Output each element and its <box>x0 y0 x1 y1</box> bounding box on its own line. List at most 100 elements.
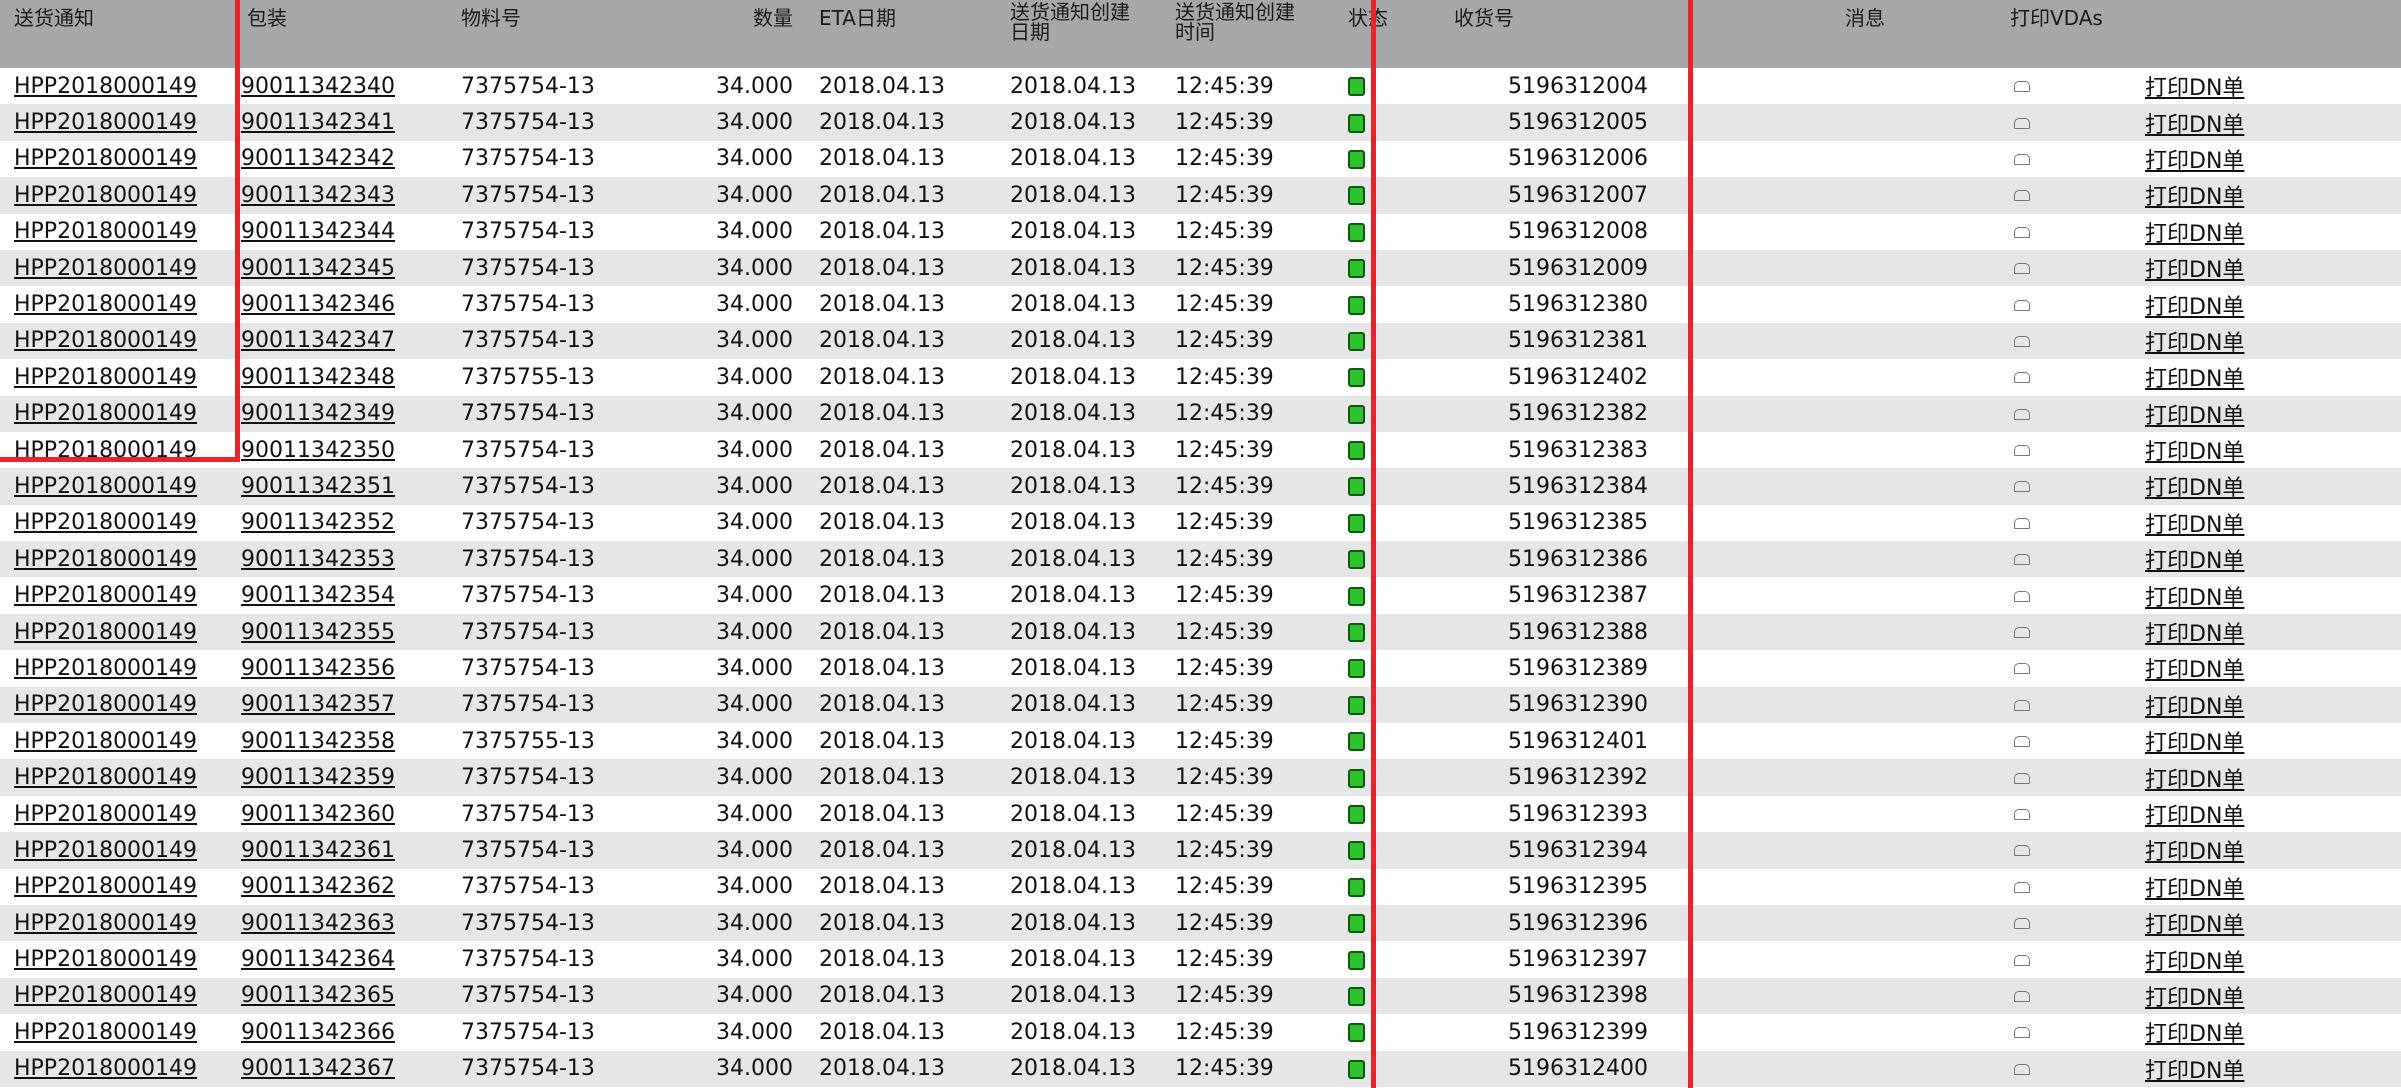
table-row[interactable]: HPP2018000149 90011342364 7375754-13 34.000… <box>0 941 2401 978</box>
col-header-status[interactable]: 状态 <box>1340 0 1440 68</box>
print-icon[interactable] <box>2014 445 2030 457</box>
table-row[interactable]: HPP2018000149 90011342359 7375754-13 34.000… <box>0 759 2401 796</box>
print-dn-link[interactable]: 打印DN单 <box>2145 767 2245 793</box>
table-row[interactable]: HPP2018000149 90011342356 7375754-13 34.000… <box>0 650 2401 687</box>
col-header-print-vdas[interactable]: 打印VDAs <box>2010 0 2401 68</box>
print-dn-link[interactable]: 打印DN单 <box>2145 694 2245 720</box>
delivery-notice-link[interactable]: HPP2018000149 <box>14 837 198 863</box>
table-row[interactable]: HPP2018000149 90011342353 7375754-13 34.000… <box>0 541 2401 578</box>
delivery-notice-link[interactable]: HPP2018000149 <box>14 546 198 572</box>
table-row[interactable]: HPP2018000149 90011342362 7375754-13 34.000… <box>0 868 2401 905</box>
print-icon[interactable] <box>2014 226 2030 238</box>
package-link[interactable]: 90011342342 <box>241 146 395 172</box>
col-header-quantity[interactable]: 数量 <box>681 0 811 68</box>
print-dn-link[interactable]: 打印DN单 <box>2145 294 2245 320</box>
print-icon[interactable] <box>2014 81 2030 93</box>
col-header-eta-date[interactable]: ETA日期 <box>811 0 1010 68</box>
col-header-created-time[interactable]: 送货通知创建 时间 <box>1175 0 1340 68</box>
table-row[interactable]: HPP2018000149 90011342357 7375754-13 34.000… <box>0 686 2401 724</box>
print-icon[interactable] <box>2014 881 2030 893</box>
print-dn-link[interactable]: 打印DN单 <box>2145 731 2245 757</box>
print-icon[interactable] <box>2014 736 2030 748</box>
package-link[interactable]: 90011342357 <box>241 692 395 718</box>
delivery-notice-link[interactable]: HPP2018000149 <box>14 1019 198 1045</box>
delivery-notice-link[interactable]: HPP2018000149 <box>14 619 198 645</box>
delivery-notice-link[interactable]: HPP2018000149 <box>14 110 198 136</box>
print-dn-link[interactable]: 打印DN单 <box>2145 1058 2245 1084</box>
package-link[interactable]: 90011342343 <box>241 182 395 208</box>
print-dn-link[interactable]: 打印DN单 <box>2145 185 2245 211</box>
delivery-notice-link[interactable]: HPP2018000149 <box>14 983 198 1009</box>
print-dn-link[interactable]: 打印DN单 <box>2145 403 2245 429</box>
print-icon[interactable] <box>2014 663 2030 675</box>
print-dn-link[interactable]: 打印DN单 <box>2145 1022 2245 1048</box>
package-link[interactable]: 90011342351 <box>241 473 395 499</box>
table-row[interactable]: HPP2018000149 90011342352 7375754-13 34.000… <box>0 504 2401 542</box>
print-icon[interactable] <box>2014 117 2030 129</box>
table-row[interactable]: HPP2018000149 90011342363 7375754-13 34.000… <box>0 904 2401 942</box>
print-dn-link[interactable]: 打印DN单 <box>2145 585 2245 611</box>
print-dn-link[interactable]: 打印DN单 <box>2145 549 2245 575</box>
delivery-notice-link[interactable]: HPP2018000149 <box>14 910 198 936</box>
package-link[interactable]: 90011342360 <box>241 801 395 827</box>
print-icon[interactable] <box>2014 699 2030 711</box>
print-icon[interactable] <box>2014 335 2030 347</box>
print-icon[interactable] <box>2014 517 2030 529</box>
delivery-notice-link[interactable]: HPP2018000149 <box>14 655 198 681</box>
table-row[interactable]: HPP2018000149 90011342367 7375754-13 34.000… <box>0 1050 2401 1087</box>
print-icon[interactable] <box>2014 1027 2030 1039</box>
package-link[interactable]: 90011342354 <box>241 583 395 609</box>
print-dn-link[interactable]: 打印DN单 <box>2145 258 2245 284</box>
table-row[interactable]: HPP2018000149 90011342341 7375754-13 34.000… <box>0 104 2401 141</box>
table-row[interactable]: HPP2018000149 90011342348 7375755-13 34.000… <box>0 359 2401 396</box>
delivery-notice-link[interactable]: HPP2018000149 <box>14 146 198 172</box>
delivery-notice-link[interactable]: HPP2018000149 <box>14 328 198 354</box>
package-link[interactable]: 90011342367 <box>241 1056 395 1082</box>
delivery-notice-link[interactable]: HPP2018000149 <box>14 801 198 827</box>
print-dn-link[interactable]: 打印DN单 <box>2145 804 2245 829</box>
table-row[interactable]: HPP2018000149 90011342355 7375754-13 34.000… <box>0 613 2401 651</box>
package-link[interactable]: 90011342365 <box>241 983 395 1009</box>
print-dn-link[interactable]: 打印DN单 <box>2145 112 2245 138</box>
delivery-notice-link[interactable]: HPP2018000149 <box>14 292 198 318</box>
table-row[interactable]: HPP2018000149 90011342354 7375754-13 34.000… <box>0 577 2401 614</box>
package-link[interactable]: 90011342345 <box>241 255 395 281</box>
table-row[interactable]: HPP2018000149 90011342361 7375754-13 34.000… <box>0 832 2401 869</box>
table-row[interactable]: HPP2018000149 90011342366 7375754-13 34.000… <box>0 1014 2401 1051</box>
package-link[interactable]: 90011342363 <box>241 910 395 936</box>
col-header-delivery-notice[interactable]: 送货通知 <box>0 0 233 68</box>
print-icon[interactable] <box>2014 918 2030 930</box>
print-icon[interactable] <box>2014 372 2030 384</box>
delivery-notice-link[interactable]: HPP2018000149 <box>14 692 198 718</box>
delivery-notice-link[interactable]: HPP2018000149 <box>14 364 198 390</box>
package-link[interactable]: 90011342347 <box>241 328 395 354</box>
package-link[interactable]: 90011342353 <box>241 546 395 572</box>
table-row[interactable]: HPP2018000149 90011342346 7375754-13 34.000… <box>0 286 2401 323</box>
package-link[interactable]: 90011342352 <box>241 510 395 536</box>
print-dn-link[interactable]: 打印DN单 <box>2145 76 2245 102</box>
print-dn-link[interactable]: 打印DN单 <box>2145 221 2245 247</box>
print-icon[interactable] <box>2014 990 2030 1002</box>
table-row[interactable]: HPP2018000149 90011342351 7375754-13 34.000… <box>0 468 2401 505</box>
col-header-material-no[interactable]: 物料号 <box>461 0 681 68</box>
delivery-notice-link[interactable]: HPP2018000149 <box>14 947 198 973</box>
delivery-notice-link[interactable]: HPP2018000149 <box>14 510 198 536</box>
delivery-notice-link[interactable]: HPP2018000149 <box>14 219 198 245</box>
package-link[interactable]: 90011342358 <box>241 728 395 754</box>
package-link[interactable]: 90011342355 <box>241 619 395 645</box>
package-link[interactable]: 90011342359 <box>241 765 395 791</box>
print-dn-link[interactable]: 打印DN单 <box>2145 876 2245 902</box>
print-dn-link[interactable]: 打印DN单 <box>2145 476 2245 502</box>
package-link[interactable]: 90011342356 <box>241 655 395 681</box>
print-dn-link[interactable]: 打印DN单 <box>2145 512 2245 538</box>
package-link[interactable]: 90011342361 <box>241 837 395 863</box>
table-row[interactable]: HPP2018000149 90011342342 7375754-13 34.000… <box>0 140 2401 178</box>
delivery-notice-link[interactable]: HPP2018000149 <box>14 1056 198 1082</box>
table-row[interactable]: HPP2018000149 90011342344 7375754-13 34.000… <box>0 213 2401 250</box>
col-header-receipt-no[interactable]: 收货号 <box>1440 0 1770 68</box>
print-dn-link[interactable]: 打印DN单 <box>2145 367 2245 393</box>
print-dn-link[interactable]: 打印DN单 <box>2145 440 2245 466</box>
print-icon[interactable] <box>2014 299 2030 311</box>
delivery-notice-link[interactable]: HPP2018000149 <box>14 765 198 791</box>
table-row[interactable]: HPP2018000149 90011342343 7375754-13 34.000… <box>0 177 2401 214</box>
